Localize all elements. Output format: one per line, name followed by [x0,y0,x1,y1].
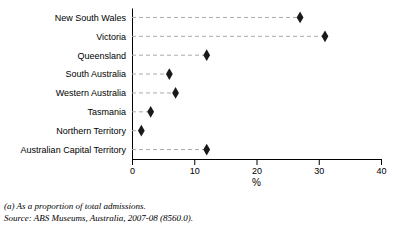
footnote: Source: ABS Museums, Australia, 2007-08 … [4,213,193,223]
dot [138,125,145,137]
y-tick: Australian Capital Territory [21,145,127,155]
y-tick: Victoria [96,32,126,42]
footnote: (a) As a proportion of total admissions. [4,201,146,211]
x-tick-mark [257,159,258,165]
x-tick: 40 [376,159,386,176]
dot [322,30,329,42]
y-axis-line [132,9,133,160]
y-tick-label: Australian Capital Territory [21,145,127,155]
dot [147,106,154,118]
y-tick: Tasmania [87,107,126,117]
stem [132,149,207,150]
x-tick-label: 20 [252,166,262,176]
dot [166,68,173,80]
y-tick-label: Queensland [77,51,126,61]
x-tick-mark [319,159,320,165]
y-tick-label: Victoria [96,32,126,42]
x-tick-label: 30 [314,166,324,176]
dot [203,144,210,156]
y-tick: Queensland [77,51,126,61]
x-tick: 30 [314,159,324,176]
y-tick-label: Tasmania [87,107,126,117]
y-tick-label: New South Wales [55,13,127,23]
y-tick: Northern Territory [56,126,126,136]
plot: 0 10 20 30 40 Australian Capital Territory Nor… [21,9,387,189]
dot [297,12,304,24]
x-tick-label: 0 [130,166,135,176]
y-tick-label: Northern Territory [56,126,126,136]
y-tick: Western Australia [56,88,126,98]
x-tick-label: 40 [376,166,386,176]
y-tick: New South Wales [55,13,127,23]
stem [132,36,325,37]
x-axis: 0 10 20 30 40 [130,159,387,176]
y-tick-label: Western Australia [56,88,126,98]
x-axis-title: % [252,177,261,188]
chart: 0 10 20 30 40 Australian Capital Territory Nor… [0,0,397,227]
y-axis: Australian Capital Territory Northern Ter… [21,9,133,160]
y-tick: South Australia [65,69,126,79]
marks [132,12,328,156]
stem [132,55,207,56]
x-tick: 10 [190,159,200,176]
stem [132,17,300,18]
footnotes: (a) As a proportion of total admissions.… [4,201,193,223]
x-tick-label: 10 [190,166,200,176]
dot [172,87,179,99]
stem [132,74,169,75]
x-tick: 20 [252,159,262,176]
stem [132,92,176,93]
x-tick-mark [381,159,382,165]
dot [203,49,210,61]
x-tick: 0 [130,159,135,176]
x-tick-mark [132,159,133,165]
x-tick-mark [194,159,195,165]
y-tick-label: South Australia [65,69,126,79]
